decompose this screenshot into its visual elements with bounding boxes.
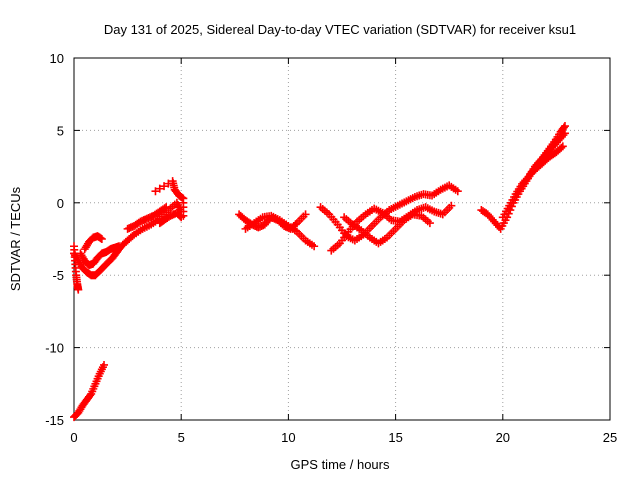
- data-series-arc-p: [526, 142, 567, 178]
- data-series-arc-h: [151, 177, 188, 220]
- x-axis-label: GPS time / hours: [291, 457, 390, 472]
- data-point: [557, 143, 566, 152]
- x-tick-label: 10: [281, 430, 295, 445]
- data-point: [97, 235, 106, 243]
- data-points: [70, 122, 569, 422]
- data-point: [179, 211, 188, 220]
- x-tick-label: 0: [70, 430, 77, 445]
- data-series-arc-c: [76, 242, 124, 270]
- data-point: [115, 242, 124, 251]
- data-series-arc-j: [241, 211, 319, 251]
- plot-frame: [73, 57, 611, 421]
- x-tick-label: 20: [496, 430, 510, 445]
- data-series-arc-m: [340, 210, 434, 248]
- x-tick-label: 15: [388, 430, 402, 445]
- y-tick-label: -5: [52, 268, 64, 283]
- x-tick-label: 25: [603, 430, 617, 445]
- data-point: [151, 187, 160, 196]
- data-point: [155, 184, 164, 193]
- chart-title: Day 131 of 2025, Sidereal Day-to-day VTE…: [104, 22, 576, 37]
- data-point: [74, 285, 83, 294]
- data-point: [425, 219, 434, 228]
- data-series-arc-f: [155, 208, 186, 228]
- data-point: [559, 123, 568, 132]
- data-point: [160, 182, 169, 191]
- data-point: [160, 204, 169, 213]
- data-point: [301, 210, 310, 219]
- data-point: [453, 187, 462, 196]
- data-point: [100, 360, 109, 369]
- x-tick-label: 5: [178, 430, 185, 445]
- data-point: [558, 142, 567, 151]
- data-series-arc-g: [70, 360, 109, 422]
- data-point: [447, 201, 456, 210]
- y-tick-label: -10: [45, 341, 64, 356]
- axis-ticks: 0 5 10 15 20 25 10 5 0 -5 -10 -15: [45, 51, 617, 445]
- data-series-arc-b: [70, 198, 186, 280]
- y-tick-label: 10: [50, 51, 64, 66]
- y-tick-label: 5: [57, 123, 64, 138]
- data-point: [162, 203, 171, 212]
- y-tick-label: 0: [57, 196, 64, 211]
- grid: [74, 58, 610, 420]
- data-series-arc-e: [123, 203, 171, 233]
- y-axis-label: SDTVAR / TECUs: [8, 186, 23, 291]
- data-point: [522, 174, 531, 183]
- data-point: [560, 122, 569, 131]
- data-point: [310, 242, 319, 251]
- y-tick-label: -15: [45, 413, 64, 428]
- data-series-arc-k: [316, 181, 462, 245]
- data-series-arc-d: [80, 232, 106, 254]
